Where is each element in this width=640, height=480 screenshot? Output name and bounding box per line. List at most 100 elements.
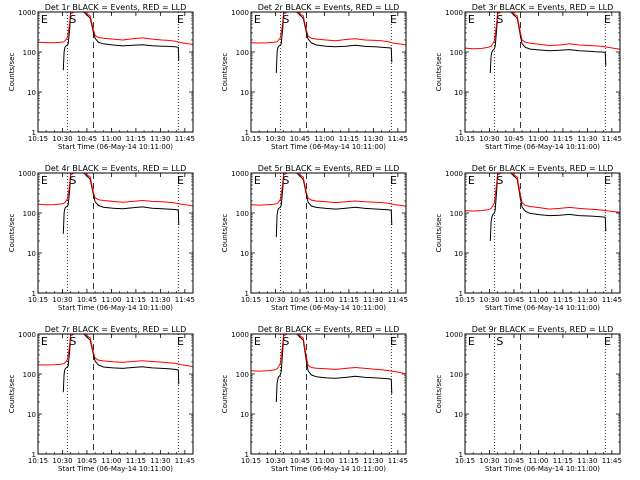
panel-det-4r: Det 4r BLACK = Events, RED = LLD Counts/s…: [8, 164, 195, 312]
marker-S: S: [69, 335, 76, 348]
x-tick-label: 10:45: [290, 457, 310, 465]
y-tick-label: 1000: [18, 9, 36, 17]
panel-det-7r: Det 7r BLACK = Events, RED = LLD Counts/s…: [8, 325, 195, 473]
x-axis-label: Start Time (06-May-14 10:11:00): [485, 465, 600, 473]
x-axis-label: Start Time (06-May-14 10:11:00): [485, 304, 600, 312]
x-tick-label: 11:45: [388, 135, 408, 143]
y-tick-label: 1: [32, 451, 36, 459]
panel-det-5r: Det 5r BLACK = Events, RED = LLD Counts/s…: [221, 164, 408, 312]
panel-det-6r: Det 6r BLACK = Events, RED = LLD Counts/s…: [435, 164, 622, 312]
x-tick-label: 11:00: [528, 296, 548, 304]
y-axis-label: Counts/sec: [435, 53, 443, 92]
x-tick-label: 11:15: [339, 135, 359, 143]
axes-frame: [464, 172, 621, 294]
lld-line: [465, 173, 620, 213]
axes-frame: [250, 11, 407, 133]
y-tick-label: 100: [23, 371, 36, 379]
y-axis-label: Counts/sec: [221, 375, 229, 414]
y-tick-label: 10: [454, 250, 463, 258]
y-tick-label: 10: [27, 411, 36, 419]
events-line: [275, 173, 393, 238]
y-tick-label: 10: [27, 250, 36, 258]
y-axis-label: Counts/sec: [435, 214, 443, 253]
lld-line: [251, 12, 406, 46]
y-tick-label: 10: [454, 89, 463, 97]
x-axis-label: Start Time (06-May-14 10:11:00): [271, 304, 386, 312]
events-line: [275, 12, 393, 73]
y-tick-label: 1: [459, 129, 463, 137]
marker-S: S: [496, 13, 503, 26]
marker-E: E: [177, 174, 184, 187]
lld-line: [251, 173, 406, 207]
marker-E: E: [41, 335, 48, 348]
x-tick-label: 10:30: [52, 296, 72, 304]
y-tick-label: 1000: [231, 331, 249, 339]
axes-frame: [250, 333, 407, 455]
panel-title: Det 5r BLACK = Events, RED = LLD: [258, 164, 400, 173]
events-line: [489, 173, 607, 242]
x-tick-label: 11:45: [388, 457, 408, 465]
x-tick-label: 11:45: [602, 135, 622, 143]
x-tick-label: 10:30: [479, 135, 499, 143]
y-tick-label: 1: [32, 129, 36, 137]
x-tick-label: 11:30: [577, 457, 597, 465]
x-tick-label: 10:15: [28, 296, 48, 304]
panel-det-9r: Det 9r BLACK = Events, RED = LLD Counts/s…: [435, 325, 622, 473]
y-tick-label: 10: [240, 411, 249, 419]
axes-frame: [37, 333, 194, 455]
panel-det-8r: Det 8r BLACK = Events, RED = LLD Counts/s…: [221, 325, 408, 473]
panel-title: Det 1r BLACK = Events, RED = LLD: [45, 3, 187, 12]
x-axis-label: Start Time (06-May-14 10:11:00): [485, 143, 600, 151]
panel-title: Det 4r BLACK = Events, RED = LLD: [45, 164, 187, 173]
marker-E: E: [468, 335, 475, 348]
panel-det-1r: Det 1r BLACK = Events, RED = LLD Counts/s…: [8, 3, 195, 151]
marker-E: E: [604, 335, 611, 348]
axes-frame: [250, 172, 407, 294]
y-tick-label: 100: [236, 371, 249, 379]
y-tick-label: 1000: [231, 170, 249, 178]
marker-E: E: [254, 13, 261, 26]
panel-title: Det 6r BLACK = Events, RED = LLD: [472, 164, 614, 173]
y-tick-label: 1000: [445, 170, 463, 178]
marker-E: E: [254, 335, 261, 348]
panel-title: Det 2r BLACK = Events, RED = LLD: [258, 3, 400, 12]
x-axis-label: Start Time (06-May-14 10:11:00): [58, 465, 173, 473]
y-axis-label: Counts/sec: [8, 375, 16, 414]
x-tick-label: 10:45: [504, 135, 524, 143]
x-tick-label: 11:15: [339, 296, 359, 304]
x-tick-label: 11:30: [363, 457, 383, 465]
axes-frame: [464, 333, 621, 455]
x-tick-label: 10:15: [455, 296, 475, 304]
x-tick-label: 11:00: [101, 457, 121, 465]
x-tick-label: 10:45: [504, 457, 524, 465]
y-tick-label: 1: [245, 451, 249, 459]
marker-E: E: [41, 174, 48, 187]
x-tick-label: 10:30: [52, 457, 72, 465]
marker-E: E: [254, 174, 261, 187]
panel-det-3r: Det 3r BLACK = Events, RED = LLD Counts/s…: [435, 3, 622, 151]
events-line: [62, 334, 180, 393]
x-tick-label: 11:00: [314, 296, 334, 304]
x-tick-label: 10:30: [265, 135, 285, 143]
marker-E: E: [604, 174, 611, 187]
y-tick-label: 1: [459, 290, 463, 298]
marker-E: E: [468, 174, 475, 187]
x-tick-label: 10:30: [479, 296, 499, 304]
panel-title: Det 9r BLACK = Events, RED = LLD: [472, 325, 614, 334]
x-tick-label: 11:30: [150, 457, 170, 465]
marker-S: S: [282, 335, 289, 348]
marker-S: S: [282, 174, 289, 187]
y-tick-label: 1: [245, 290, 249, 298]
y-tick-label: 1000: [445, 9, 463, 17]
y-tick-label: 100: [450, 49, 463, 57]
x-tick-label: 11:30: [150, 296, 170, 304]
y-tick-label: 1000: [18, 331, 36, 339]
x-tick-label: 10:15: [241, 457, 261, 465]
marker-E: E: [390, 13, 397, 26]
y-axis-label: Counts/sec: [221, 53, 229, 92]
x-tick-label: 11:45: [175, 296, 195, 304]
marker-S: S: [282, 13, 289, 26]
x-tick-label: 11:15: [126, 457, 146, 465]
x-tick-label: 10:15: [241, 135, 261, 143]
